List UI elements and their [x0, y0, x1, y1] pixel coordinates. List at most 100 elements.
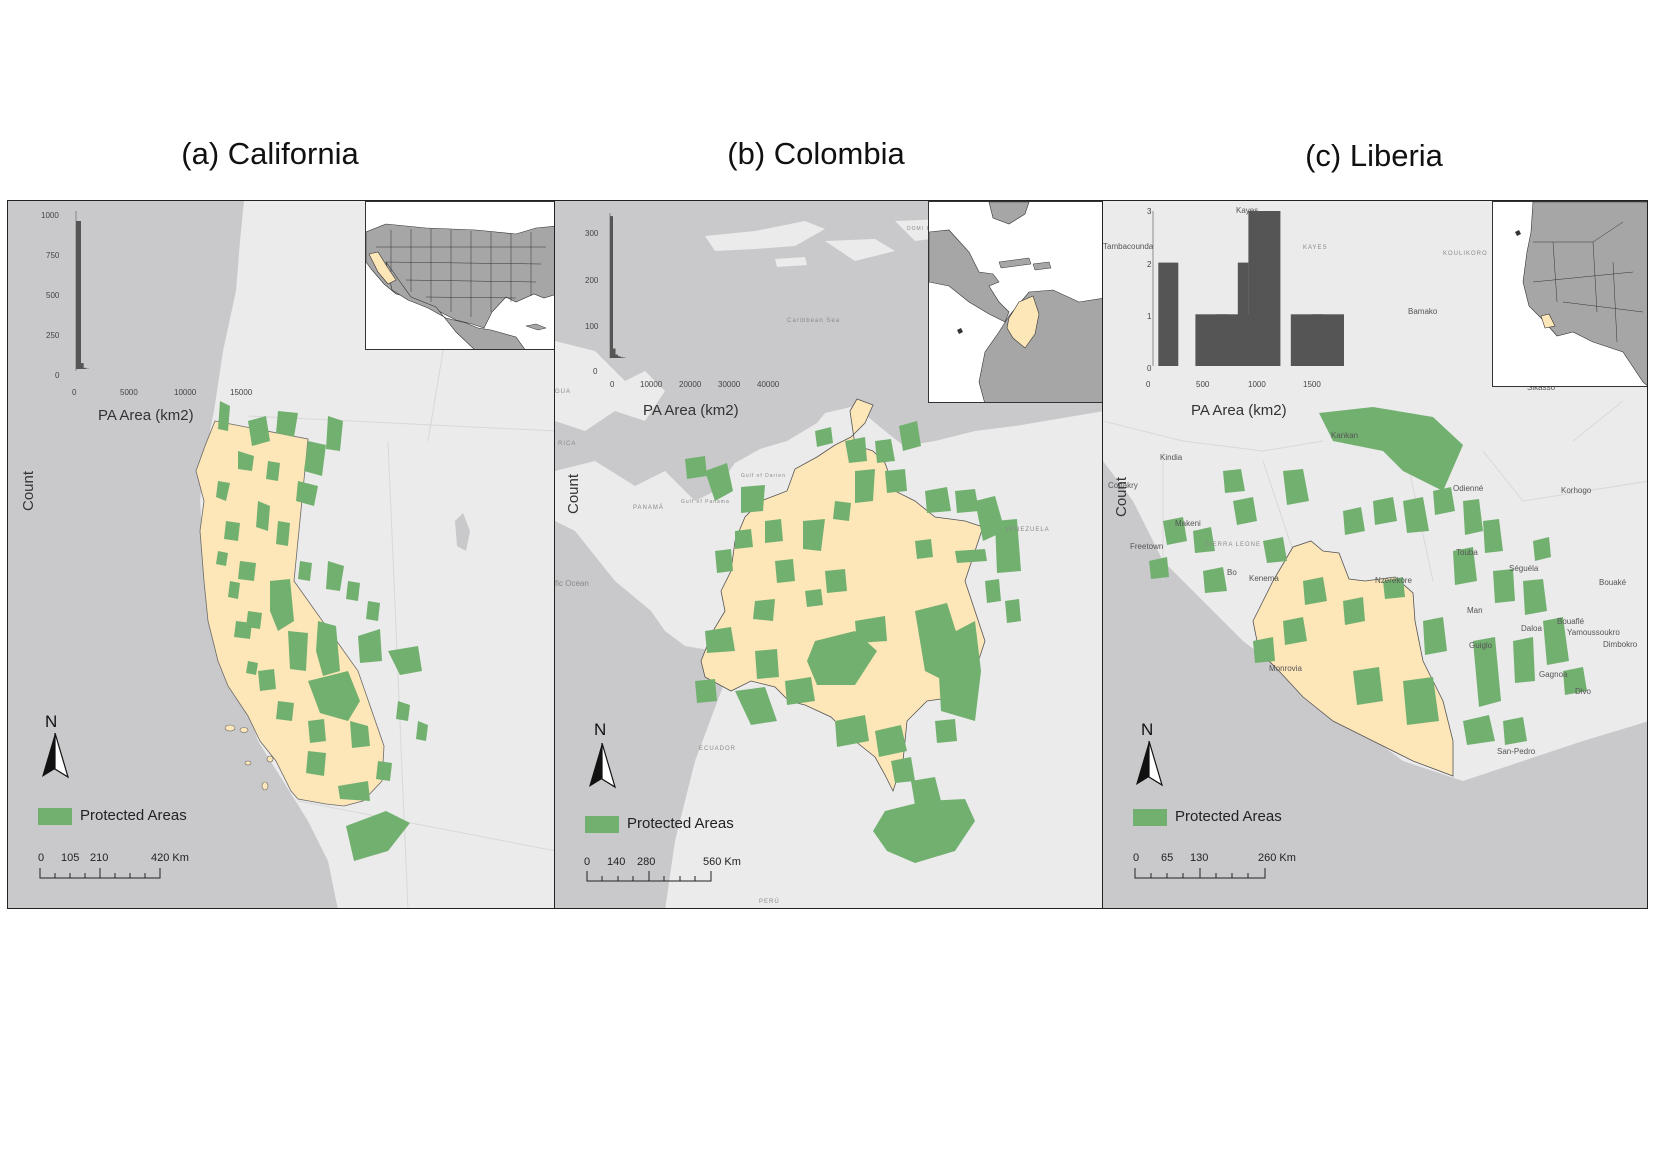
panel-title-colombia: (b) Colombia [727, 136, 905, 171]
place-label: Kindia [1160, 453, 1183, 462]
place-label: Séguéla [1509, 564, 1539, 573]
histogram-colombia [609, 213, 626, 358]
hist-xlabel: PA Area (km2) [1191, 402, 1287, 419]
inset-map-caribbean [928, 201, 1102, 403]
legend-swatch [38, 808, 72, 825]
hist-ylabel: Count [1113, 476, 1130, 517]
place-label: Korhogo [1561, 486, 1592, 495]
place-label: San-Pedro [1497, 747, 1536, 756]
ytick: 0 [593, 367, 598, 376]
xtick: 40000 [757, 380, 780, 389]
place-label: Gagnoa [1539, 670, 1568, 679]
place-label: Man [1467, 606, 1483, 615]
hist-bar [612, 348, 616, 358]
place-label: PERÚ [759, 899, 780, 905]
place-label: Freetown [1130, 542, 1164, 551]
hist-ylabel: Count [565, 473, 582, 514]
place-label: Gulf of Panama [681, 499, 730, 505]
hist-bar [610, 216, 613, 358]
hist-bars [76, 221, 89, 369]
place-label: Gulf of Darien [741, 473, 786, 479]
ytick: 0 [55, 371, 60, 380]
place-label: KAYES [1303, 245, 1328, 251]
place-label: VENEZUELA [1005, 527, 1050, 533]
panel-title-california: (a) California [181, 136, 359, 171]
place-label: Monrovia [1269, 664, 1302, 673]
xtick: 30000 [718, 380, 741, 389]
place-label: Touba [1456, 548, 1478, 557]
scale-label: 65 [1161, 852, 1174, 864]
colombia-map [555, 201, 1102, 908]
hist-bar [1237, 262, 1249, 366]
hist-bar [615, 354, 619, 358]
place-label: Caribbean Sea [787, 318, 841, 324]
xtick: 20000 [679, 380, 702, 389]
place-label: Bouaké [1599, 578, 1627, 587]
place-label: Kenema [1249, 574, 1279, 583]
place-label: Daloa [1521, 624, 1542, 633]
hist-bar [620, 357, 624, 358]
scale-label: 130 [1190, 852, 1209, 864]
scale-label: 280 [637, 856, 656, 868]
ytick: 0 [1147, 364, 1152, 373]
place-label: KOULIKORO [1443, 251, 1488, 257]
place-label: Makeni [1175, 519, 1201, 528]
north-label: N [594, 720, 607, 739]
legend-swatch [1133, 809, 1167, 826]
place-label: Tambacounda [1103, 242, 1154, 251]
hist-xlabel: PA Area (km2) [643, 402, 739, 419]
ytick: 3 [1147, 207, 1152, 216]
panel-title-liberia: (c) Liberia [1305, 138, 1443, 173]
ytick: 2 [1147, 260, 1152, 269]
hist-bar [1312, 314, 1344, 366]
scale-label: 210 [90, 852, 109, 864]
place-label: fic Ocean [555, 579, 589, 588]
ytick: 300 [585, 229, 599, 238]
place-label: SIERRA LEONE [1205, 542, 1262, 548]
map-panel-california: Count 1000 750 500 250 0 0 5000 10000 15… [7, 200, 555, 909]
scale-label: 420 Km [151, 852, 189, 864]
xtick: 0 [1146, 380, 1151, 389]
place-label: Bamako [1408, 307, 1438, 316]
place-label: Nzerekore [1375, 576, 1412, 585]
place-label: Bouaflé [1557, 617, 1585, 626]
scale-label: 140 [607, 856, 626, 868]
inset-map-west-africa [1492, 201, 1647, 387]
place-label: Kayes [1236, 206, 1259, 215]
place-label: Dimbokro [1603, 640, 1638, 649]
scale-label: 105 [61, 852, 80, 864]
place-label: GUA [555, 389, 572, 395]
scale-bar [586, 871, 712, 882]
inset-map-usa [365, 201, 554, 350]
hist-bar [78, 363, 84, 369]
scale-bar [1134, 868, 1266, 879]
xtick: 15000 [230, 388, 253, 397]
scale-label: 0 [1133, 852, 1140, 864]
place-label: Conakry [1108, 481, 1138, 490]
hist-bars [1158, 211, 1344, 366]
legend-label: Protected Areas [627, 815, 734, 832]
place-label: Bo [1227, 568, 1237, 577]
place-label: Kankan [1331, 431, 1359, 440]
histogram-liberia [1152, 211, 1344, 366]
map-panel-colombia: Caribbean Sea VENEZUELA PANAMÁ Gulf of P… [554, 200, 1103, 909]
xtick: 5000 [120, 388, 138, 397]
place-label: Odienné [1453, 484, 1484, 493]
ytick: 200 [585, 276, 599, 285]
xtick: 0 [72, 388, 77, 397]
ytick: 750 [46, 251, 60, 260]
place-label: ECUADOR [699, 746, 737, 752]
legend-swatch [585, 816, 619, 833]
map-panel-liberia: Kayes Tambacounda KAYES KOULIKORO Bamako… [1102, 200, 1648, 909]
place-label: Sikasso [1527, 383, 1556, 392]
scale-bar [39, 868, 161, 879]
place-label: Guiglo [1469, 641, 1493, 650]
hist-bar [1248, 211, 1281, 366]
xtick: 500 [1196, 380, 1210, 389]
north-arrow-icon [589, 743, 617, 789]
scale-label: 0 [38, 852, 45, 864]
ytick: 100 [585, 322, 599, 331]
ytick: 500 [46, 291, 60, 300]
legend-label: Protected Areas [1175, 808, 1282, 825]
hist-ylabel: Count [20, 470, 37, 511]
